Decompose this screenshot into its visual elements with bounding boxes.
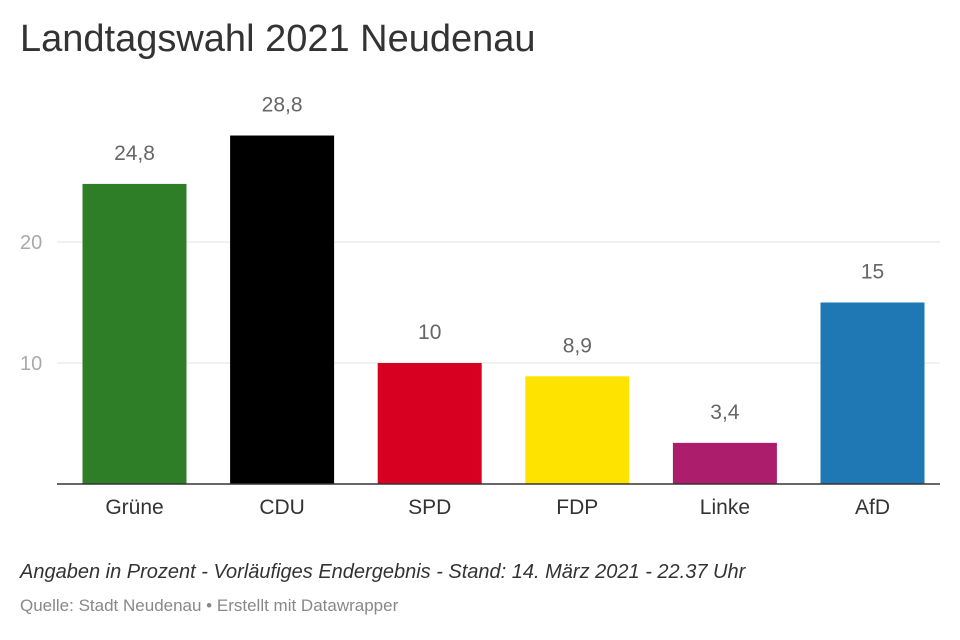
x-tick-label: Grüne (105, 496, 163, 519)
value-label: 15 (861, 261, 884, 284)
bar-cdu (230, 135, 335, 484)
x-tick-label: FDP (556, 496, 598, 519)
x-tick-label: AfD (855, 496, 890, 519)
value-label: 3,4 (710, 401, 740, 424)
x-tick-label: SPD (408, 496, 451, 519)
value-label: 8,9 (563, 334, 592, 357)
chart-title: Landtagswahl 2021 Neudenau (20, 18, 536, 60)
labels-layer: 10 20 24,8 Grüne 28,8 CDU 10 SPD 8,9 FDP 3,4 Linke 1… (20, 94, 890, 519)
bar-spd (377, 363, 482, 484)
bar-chart: 10 20 24,8 Grüne 28,8 CDU 10 SPD 8,9 FDP 3,4 Linke 1… (20, 94, 940, 519)
chart-source: Quelle: Stadt Neudenau • Erstellt mit Da… (20, 596, 399, 615)
y-tick-label: 10 (20, 353, 42, 375)
bar-afd (820, 302, 925, 484)
bar-fdp (525, 376, 630, 484)
value-label: 24,8 (114, 142, 155, 165)
y-tick-label: 20 (20, 232, 42, 254)
bar-gr-ne (82, 183, 187, 485)
bars-layer (82, 135, 925, 485)
bar-linke (672, 442, 777, 484)
x-tick-label: Linke (700, 496, 750, 519)
chart-note: Angaben in Prozent - Vorläufiges Enderge… (20, 561, 746, 583)
value-label: 10 (418, 321, 441, 344)
value-label: 28,8 (262, 94, 303, 117)
grid-layer (57, 241, 940, 364)
x-tick-label: CDU (259, 496, 305, 519)
